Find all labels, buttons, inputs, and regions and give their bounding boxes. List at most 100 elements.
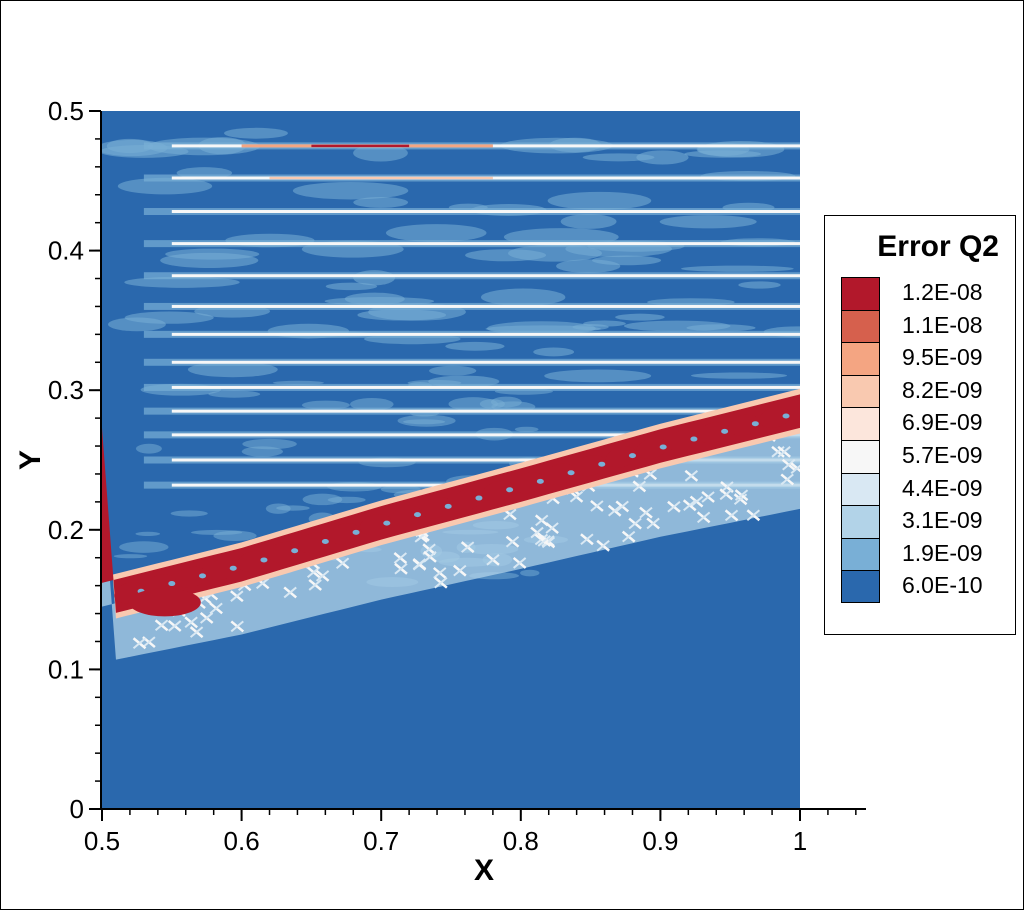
band-hole (628, 453, 636, 459)
band-hole (383, 520, 391, 526)
band-hole (721, 428, 729, 434)
streak-hot (311, 144, 410, 148)
field-patch (302, 493, 343, 506)
field-patch (272, 380, 324, 385)
band-hole (444, 503, 452, 509)
band-hatch (569, 491, 584, 503)
field-patch (636, 150, 689, 165)
band-hatch (486, 554, 500, 566)
error-field (102, 111, 800, 809)
streak-line (171, 360, 800, 364)
field-patch (117, 177, 213, 195)
band-lobe (667, 429, 699, 451)
band-hatch (530, 526, 544, 539)
field-patch (292, 181, 409, 200)
x-tick-label: 0.8 (503, 826, 539, 856)
band-hatch (412, 558, 426, 570)
x-tick-label: 1 (793, 826, 807, 856)
band-hatch (230, 620, 244, 633)
band-hatch (719, 488, 733, 501)
band-hole (229, 565, 237, 571)
field-patch (353, 197, 409, 208)
band-hole (291, 548, 299, 554)
band-hole (321, 539, 329, 545)
band-hatch (184, 616, 198, 629)
field-patch (520, 569, 540, 577)
field-patch (690, 372, 788, 379)
band-hatch (505, 535, 520, 548)
field-patch (480, 288, 566, 306)
field-patch (686, 324, 756, 332)
field-patch (445, 341, 505, 351)
band-hatch (696, 511, 711, 524)
band-hatch (315, 570, 330, 582)
axes (100, 111, 866, 810)
band-hole (751, 421, 759, 427)
band-hatch (734, 489, 749, 501)
field-patch (659, 215, 757, 229)
field-patch (479, 399, 505, 409)
band-hatch (622, 530, 636, 543)
field-patch (276, 505, 310, 511)
field-patch (224, 127, 288, 139)
band-hole (352, 529, 360, 535)
x-tick-label: 0.6 (224, 826, 260, 856)
field-patch (135, 531, 161, 536)
legend-label: 8.2E-09 (902, 376, 983, 403)
band-halo (102, 418, 800, 660)
band-hatch (209, 602, 223, 615)
x-axis-title: X (474, 854, 494, 887)
band-hatch (154, 619, 169, 632)
band-lobe (329, 523, 361, 545)
band-hatch (545, 522, 559, 534)
band-hatch (512, 557, 527, 569)
streak-line (171, 304, 800, 308)
band-hatch (461, 541, 475, 553)
legend-label: 6.0E-10 (902, 572, 983, 599)
band-hatch (733, 493, 748, 506)
band-hatch (684, 470, 699, 482)
band-hatch (189, 626, 204, 638)
streak-line (171, 332, 800, 336)
band-hatch (537, 535, 551, 547)
band-hatch (590, 500, 604, 512)
streak-line (171, 385, 800, 389)
band-hatch (596, 539, 610, 552)
band-lobe (421, 497, 453, 519)
band-lobe (298, 532, 330, 554)
y-tick-label: 0 (70, 794, 84, 824)
legend-swatch (841, 342, 880, 375)
streak-line (171, 458, 800, 462)
legend: Error Q2 1.2E-08 1.1E-08 9.5E-09 8.2E-09 6.9… (824, 215, 1016, 635)
field-patch (170, 510, 208, 517)
legend-label: 5.7E-09 (902, 442, 983, 468)
band-hole (659, 444, 667, 450)
band-hatch (608, 504, 622, 517)
band-hatch (724, 509, 739, 522)
field-patch (119, 541, 169, 553)
legend-swatch (841, 309, 880, 343)
band-lobe (452, 488, 484, 510)
y-tick-label: 0.3 (48, 375, 84, 405)
band-lobe (267, 541, 300, 563)
band-hatch (394, 562, 408, 575)
band-hatch (782, 459, 796, 471)
legend-entry: 1.2E-08 (841, 277, 1011, 310)
band-hatch (230, 590, 244, 602)
band-hatch (643, 468, 657, 480)
legend-swatch (841, 570, 880, 603)
band-hole (536, 478, 544, 484)
field-patch (208, 390, 261, 398)
band-hatch (434, 576, 448, 589)
legend-entry: 3.1E-09 (841, 505, 1011, 538)
band-hole (598, 461, 606, 467)
field-patch (344, 292, 405, 306)
field-patch (560, 214, 617, 229)
legend-label: 6.9E-09 (902, 409, 983, 436)
band-hatch (780, 473, 794, 486)
band-hatch (701, 491, 715, 503)
field-patch (113, 554, 148, 559)
x-tick-label: 0.7 (363, 826, 399, 856)
field-patch (582, 153, 655, 162)
